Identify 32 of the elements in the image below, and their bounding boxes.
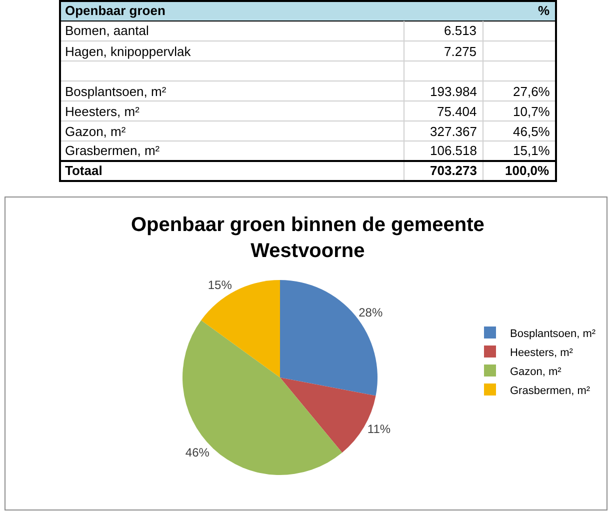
legend-label: Grasbermen, m²: [510, 384, 590, 397]
data-label: 15,1%: [513, 143, 550, 158]
data-label: 10,7%: [513, 104, 550, 119]
data-label: 27,6%: [513, 84, 550, 99]
pie-slice: [201, 280, 280, 378]
data-label: 106.518: [430, 143, 477, 158]
data-label: 28%: [358, 306, 383, 320]
category-label: Bosplantsoen, m²: [65, 84, 167, 99]
legend-label: Bosplantsoen, m²: [510, 328, 596, 340]
data-label: 11%: [367, 422, 391, 436]
chart-title: Openbaar groen binnen de gemeente Westvoorne: [131, 214, 484, 262]
data-label: 46,5%: [513, 124, 550, 139]
category-label: Gazon, m²: [65, 124, 126, 139]
text: %: [538, 3, 550, 18]
category-label: Hagen, knipoppervlak: [65, 44, 192, 59]
data-label: 193.984: [430, 84, 477, 99]
legend-label: Heesters, m²: [510, 346, 574, 359]
data-label: 46%: [185, 445, 210, 460]
pie-slice: [182, 320, 342, 475]
category-label: Totaal: [65, 163, 102, 178]
data-label: 327.367: [430, 124, 477, 139]
data-label: 75.404: [437, 104, 477, 119]
data-label: 703.273: [430, 163, 477, 178]
legend-label: Gazon, m²: [510, 366, 562, 378]
category-label: Heesters, m²: [65, 104, 140, 119]
text: Openbaar groen: [65, 3, 166, 18]
category-label: Grasbermen, m²: [65, 143, 160, 158]
data-label: 7.275: [444, 44, 477, 59]
category-label: Bomen, aantal: [65, 23, 149, 38]
data-label: 6.513: [444, 23, 477, 38]
data-label: 100,0%: [505, 163, 550, 178]
data-label: 15%: [208, 278, 232, 292]
